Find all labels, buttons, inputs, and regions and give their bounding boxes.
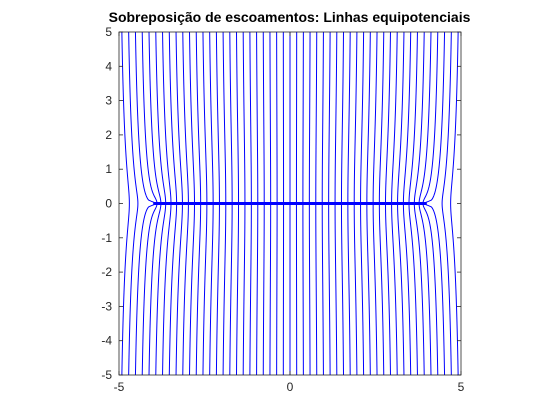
x-tick-label: 0 xyxy=(287,380,294,394)
y-tick-label: 4 xyxy=(105,59,112,73)
y-tick-label: 2 xyxy=(105,128,112,142)
equipotential-line-1 xyxy=(128,31,139,376)
x-tick-label: -5 xyxy=(114,380,125,394)
y-tick-label: 5 xyxy=(105,25,112,39)
y-tick-label: 3 xyxy=(105,94,112,108)
y-axis-ticks: 5 4 3 2 1 0 -1 -2 -3 -4 -5 xyxy=(101,25,461,382)
chart-title: Sobreposição de escoamentos: Linhas equi… xyxy=(108,9,471,25)
equipotential-line-0 xyxy=(121,31,130,376)
y-tick-label: -2 xyxy=(101,265,112,279)
y-tick-label: -1 xyxy=(101,231,112,245)
y-tick-label: -4 xyxy=(101,334,112,348)
equipotential-line-49 xyxy=(441,31,452,376)
equipotential-line-50 xyxy=(450,31,459,376)
x-axis-ticks: -5 0 5 xyxy=(114,32,465,394)
y-tick-label: -3 xyxy=(101,299,112,313)
y-tick-label: -5 xyxy=(101,368,112,382)
x-tick-label: 5 xyxy=(458,380,465,394)
y-tick-label: 0 xyxy=(105,197,112,211)
y-tick-label: 1 xyxy=(105,162,112,176)
